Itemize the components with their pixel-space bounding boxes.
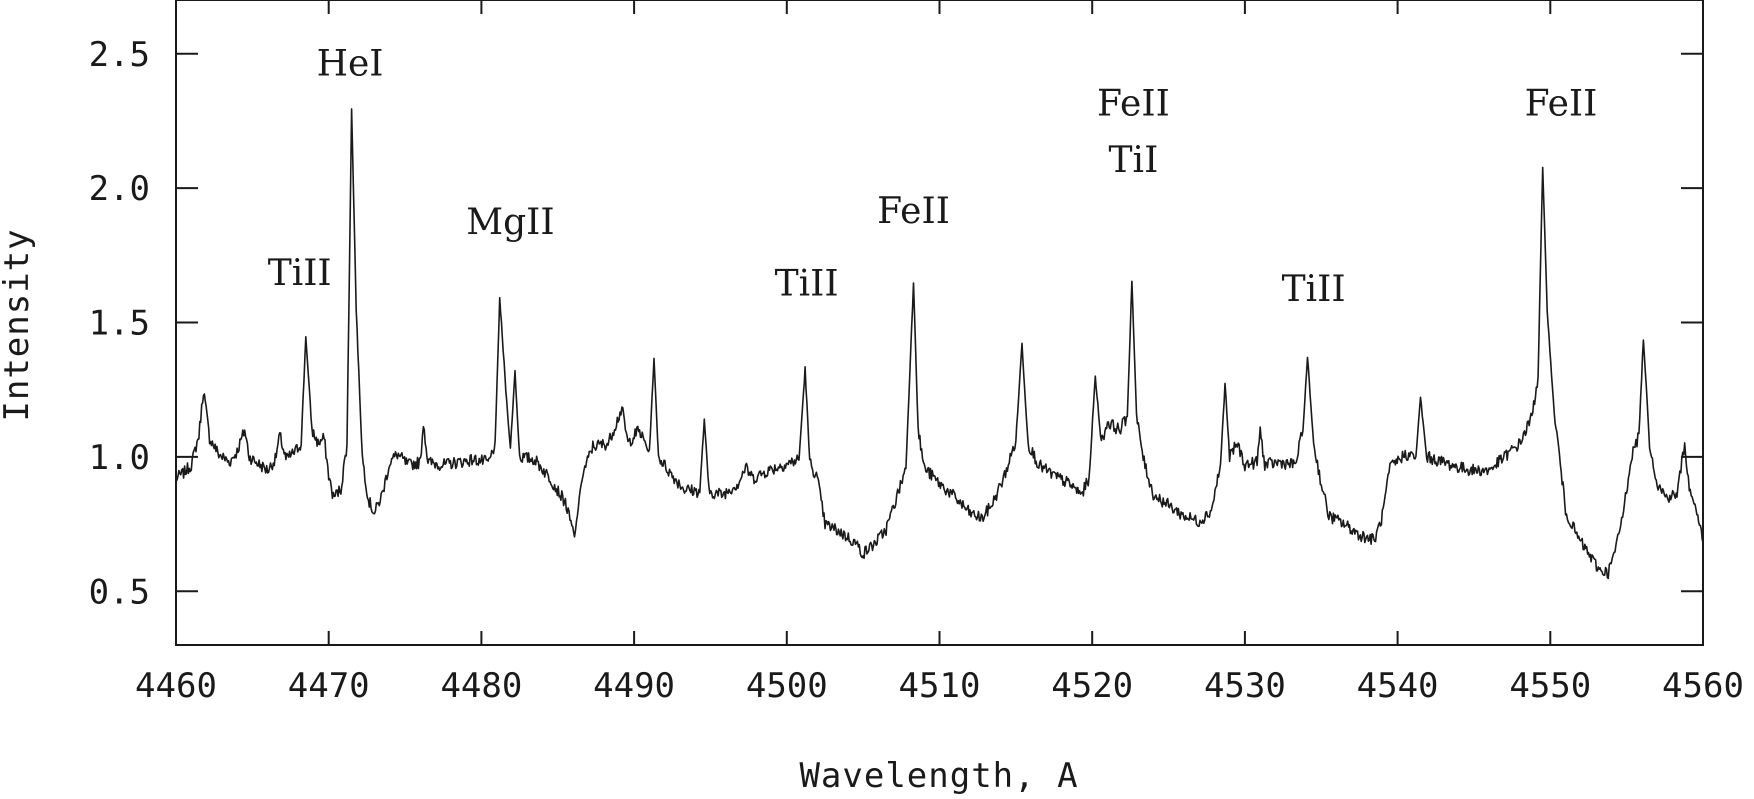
spectrum-line	[175, 108, 1704, 580]
line-label: FeII	[1097, 84, 1170, 125]
x-tick-labels: 4460 4470 4480 4490 4500 4510 4520 4530 4540 4550…	[135, 666, 1744, 706]
x-tick-label: 4490	[593, 666, 675, 706]
x-tick-label: 4530	[1204, 666, 1286, 706]
y-tick-label: 0.5	[89, 572, 150, 612]
x-tick-label: 4550	[1509, 666, 1591, 706]
line-label: MgII	[466, 202, 554, 243]
x-tick-label: 4500	[746, 666, 828, 706]
x-tick-label: 4480	[440, 666, 522, 706]
x-tick-label: 4470	[288, 666, 370, 706]
y-tick-label: 1.0	[89, 438, 150, 478]
x-tick-label: 4520	[1051, 666, 1133, 706]
line-label: TiII	[775, 264, 839, 305]
x-tick-label: 4460	[135, 666, 217, 706]
y-axis-title: Intensity	[0, 228, 37, 421]
y-tick-labels: 0.5 1.0 1.5 2.0 2.5	[89, 35, 150, 613]
axis-ticks	[175, 0, 1704, 645]
y-tick-label: 1.5	[89, 304, 150, 344]
line-label: FeII	[877, 191, 950, 232]
x-tick-label: 4540	[1357, 666, 1439, 706]
line-label: TiII	[268, 253, 332, 294]
line-label: HeI	[317, 43, 384, 84]
y-tick-label: 2.0	[89, 169, 150, 209]
line-label: TiI	[1109, 140, 1159, 181]
x-tick-label: 4510	[899, 666, 981, 706]
y-tick-label: 2.5	[89, 35, 150, 75]
plot-frame	[175, 0, 1704, 646]
x-axis-title: Wavelength, A	[799, 756, 1078, 796]
line-label: FeII	[1525, 84, 1598, 125]
line-label: TiII	[1282, 269, 1346, 310]
x-tick-label: 4560	[1662, 666, 1744, 706]
spectral-line-labels: TiII HeI MgII TiII FeII FeII TiI TiII FeII	[268, 43, 1598, 310]
